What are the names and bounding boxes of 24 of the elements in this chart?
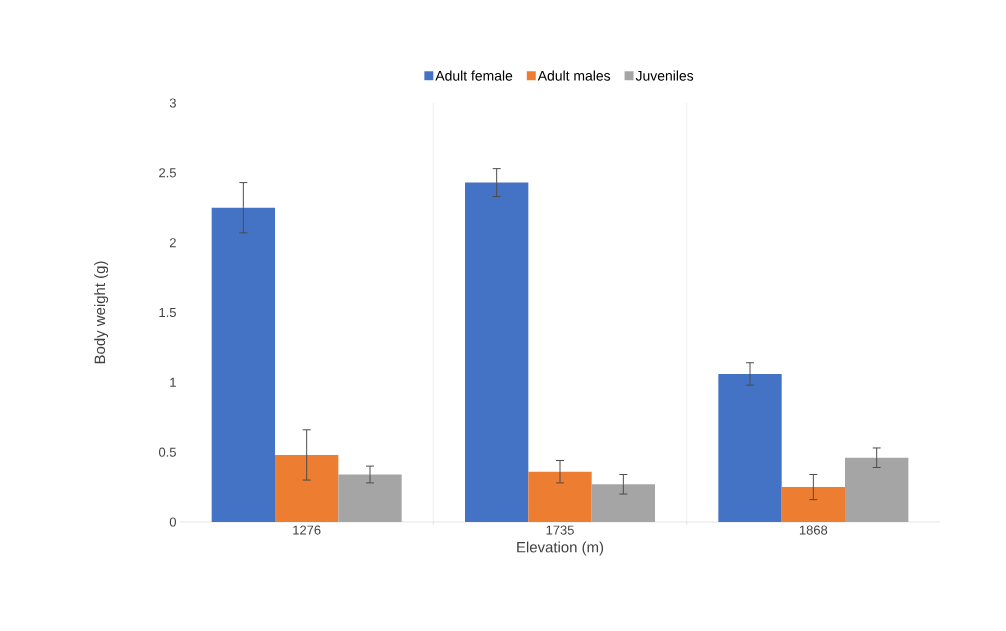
bar — [781, 487, 846, 522]
bar — [845, 457, 909, 522]
legend-label: Adult males — [537, 70, 611, 81]
bar — [275, 454, 339, 522]
bar — [718, 373, 782, 522]
y-tick-label: 1 — [170, 377, 176, 387]
x-tick-label: 1276 — [293, 525, 321, 535]
x-tick-label: 1735 — [546, 525, 574, 535]
bar — [528, 471, 592, 522]
y-tick-label: 0.5 — [158, 447, 176, 457]
y-axis-title: Body weight (g) — [94, 261, 109, 364]
x-axis-title: Elevation (m) — [517, 541, 604, 556]
y-tick-label: 3 — [169, 98, 176, 108]
legend-label: Adult female — [435, 70, 513, 81]
x-tick-label: 1868 — [799, 525, 828, 535]
y-tick-label: 1.5 — [159, 307, 176, 317]
y-tick-label: 2 — [169, 238, 176, 248]
bar — [338, 474, 402, 522]
legend-label: Juveniles — [635, 70, 694, 81]
y-tick-label: 0 — [169, 517, 176, 527]
y-tick-label: 2.5 — [159, 168, 176, 178]
bar — [211, 207, 276, 522]
bar — [591, 484, 656, 522]
bar — [465, 182, 529, 522]
